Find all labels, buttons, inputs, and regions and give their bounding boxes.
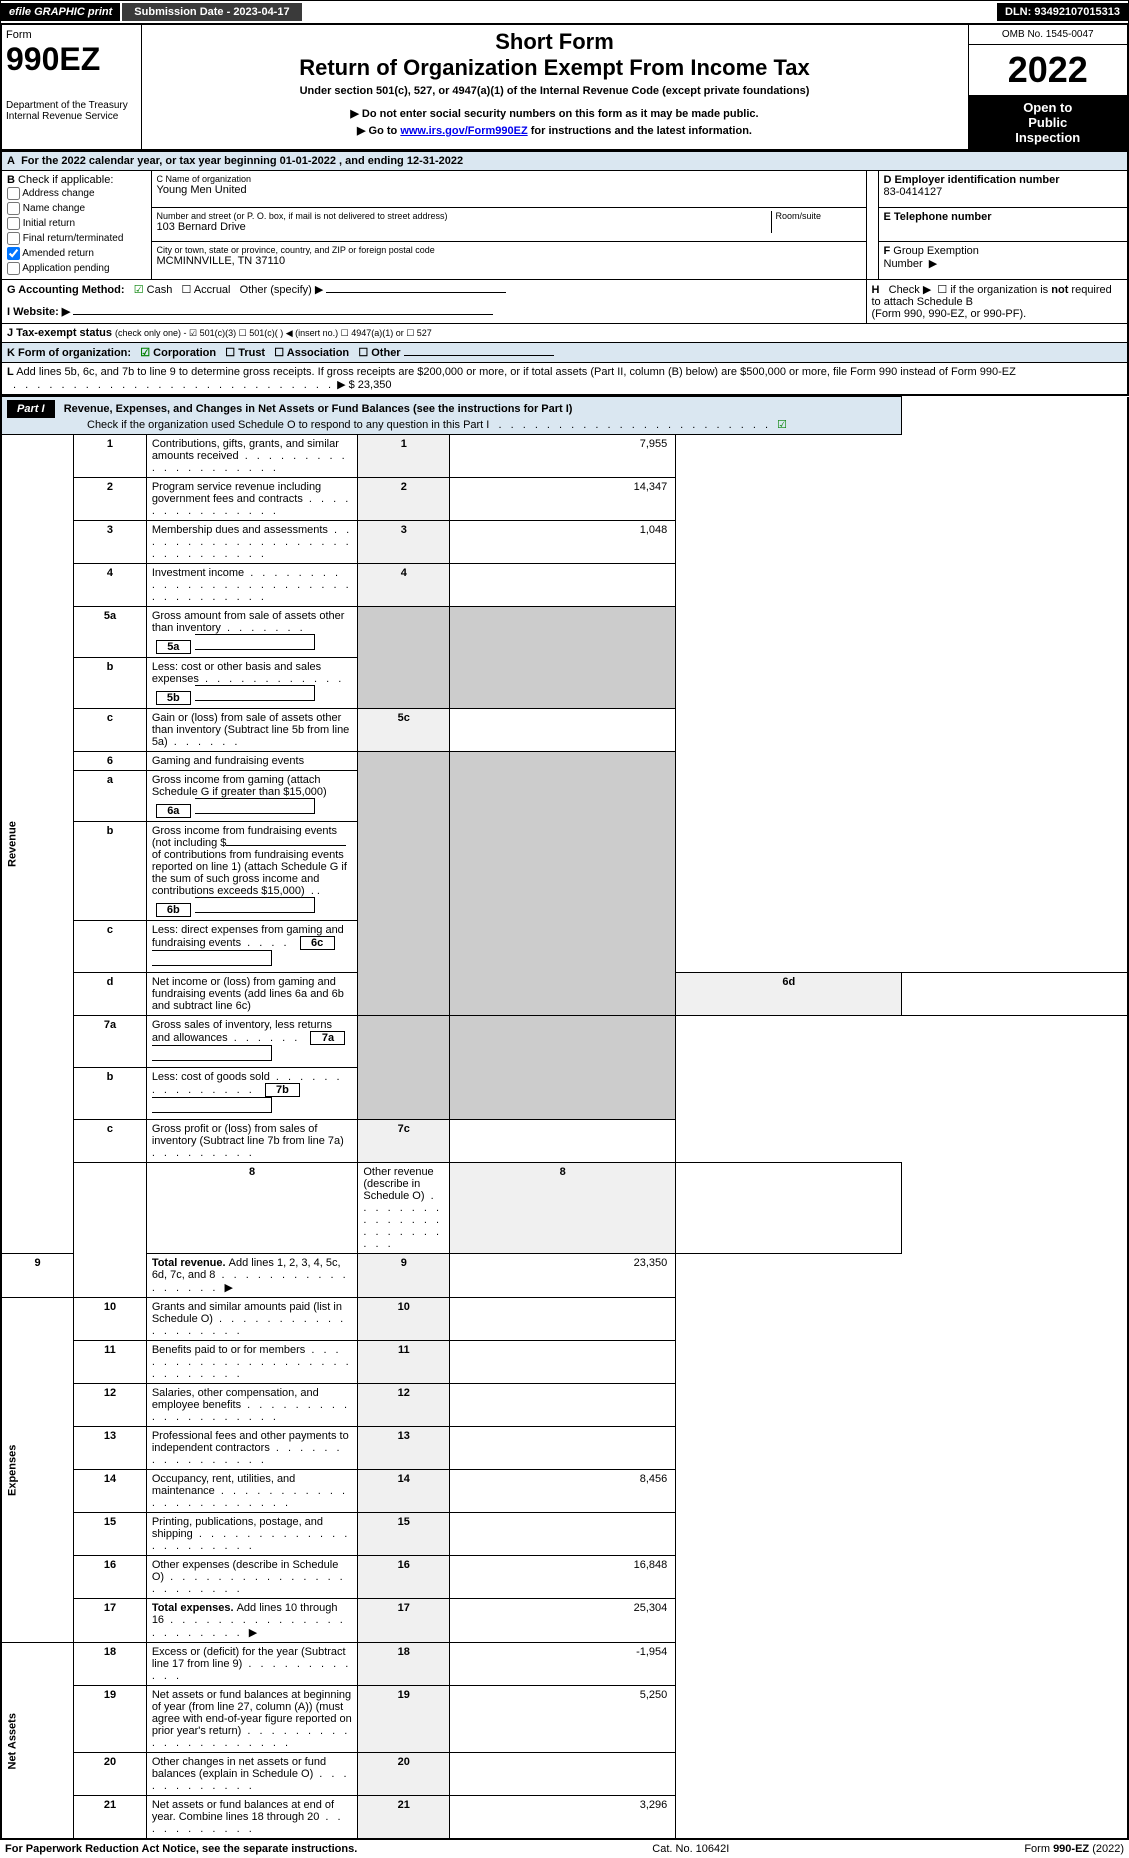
room-label: Room/suite — [776, 211, 861, 221]
line-19-amount: 5,250 — [450, 1686, 676, 1753]
line-12-amount — [450, 1384, 676, 1427]
street-label: Number and street (or P. O. box, if mail… — [157, 211, 771, 221]
schedule-o-check: ☑ — [777, 419, 787, 431]
tax-year: 2022 — [973, 49, 1124, 91]
line-8-amount — [676, 1163, 902, 1254]
org-name: Young Men United — [157, 184, 861, 196]
line-11-amount — [450, 1341, 676, 1384]
top-bar: efile GRAPHIC print Submission Date - 20… — [0, 0, 1129, 24]
form-org-label: K Form of organization: — [7, 347, 131, 359]
line-21-amount: 3,296 — [450, 1796, 676, 1840]
section-l-text: Add lines 5b, 6c, and 7b to line 9 to de… — [16, 366, 1016, 378]
line-1-amount: 7,955 — [450, 435, 676, 478]
footer-center: Cat. No. 10642I — [652, 1843, 729, 1855]
section-b-label: B — [7, 174, 15, 186]
line-4-amount — [450, 564, 676, 607]
section-l-label: L — [7, 366, 14, 378]
line-14-amount: 8,456 — [450, 1470, 676, 1513]
dln-label: DLN: 93492107015313 — [997, 3, 1128, 21]
city-value: MCMINNVILLE, TN 37110 — [157, 255, 861, 267]
footer-right: Form 990-EZ (2022) — [1024, 1843, 1124, 1855]
line-17-amount: 25,304 — [450, 1599, 676, 1643]
part1-check-text: Check if the organization used Schedule … — [87, 419, 489, 431]
check-name-change[interactable]: Name change — [7, 201, 146, 216]
info-table: A For the 2022 calendar year, or tax yea… — [0, 151, 1129, 396]
ein-value: 83-0414127 — [884, 186, 1123, 198]
gross-receipts: $ 23,350 — [349, 379, 392, 391]
check-application-pending[interactable]: Application pending — [7, 261, 146, 276]
subtitle: Under section 501(c), 527, or 4947(a)(1)… — [146, 85, 964, 97]
irs-link[interactable]: www.irs.gov/Form990EZ — [400, 125, 527, 137]
section-h-label: H — [872, 284, 880, 296]
footer-left: For Paperwork Reduction Act Notice, see … — [5, 1843, 357, 1855]
form-number: 990EZ — [6, 41, 137, 78]
form-label: Form — [6, 29, 137, 41]
check-initial-return[interactable]: Initial return — [7, 216, 146, 231]
website-label: I Website: ▶ — [7, 306, 70, 318]
expenses-label: Expenses — [1, 1298, 74, 1643]
tax-exempt-text: (check only one) - ☑ 501(c)(3) ☐ 501(c)(… — [115, 328, 432, 338]
short-form-title: Short Form — [146, 29, 964, 55]
line-7c-amount — [450, 1120, 676, 1163]
omb-number: OMB No. 1545-0047 — [968, 25, 1128, 45]
line-16-amount: 16,848 — [450, 1556, 676, 1599]
city-label: City or town, state or province, country… — [157, 245, 861, 255]
part1-header: Part I — [7, 400, 55, 418]
part1-table: Part I Revenue, Expenses, and Changes in… — [0, 396, 1129, 1840]
ssn-warning: ▶ Do not enter social security numbers o… — [146, 107, 964, 120]
street-value: 103 Bernard Drive — [157, 221, 771, 233]
org-name-label: C Name of organization — [157, 174, 861, 184]
inspection-box: Open to Public Inspection — [969, 96, 1128, 149]
check-final-return[interactable]: Final return/terminated — [7, 231, 146, 246]
line-3-amount: 1,048 — [450, 521, 676, 564]
line-6d-amount — [902, 973, 1128, 1016]
accounting-label: G Accounting Method: — [7, 284, 125, 296]
line-13-amount — [450, 1427, 676, 1470]
footer: For Paperwork Reduction Act Notice, see … — [0, 1840, 1129, 1858]
part1-title: Revenue, Expenses, and Changes in Net As… — [64, 403, 410, 415]
efile-label: efile GRAPHIC print — [1, 3, 120, 21]
revenue-label: Revenue — [1, 435, 74, 1254]
telephone-label: E Telephone number — [884, 211, 992, 223]
line-2-amount: 14,347 — [450, 478, 676, 521]
ein-label: D Employer identification number — [884, 174, 1060, 186]
group-exemption-label: F — [884, 245, 891, 257]
header-table: Form 990EZ Short Form Return of Organiza… — [0, 24, 1129, 151]
line-20-amount — [450, 1753, 676, 1796]
check-amended-return[interactable]: Amended return — [7, 246, 146, 261]
line-15-amount — [450, 1513, 676, 1556]
tax-exempt-label: J Tax-exempt status — [7, 327, 112, 339]
netassets-label: Net Assets — [1, 1643, 74, 1840]
section-a: A For the 2022 calendar year, or tax yea… — [1, 152, 1128, 171]
check-address-change[interactable]: Address change — [7, 186, 146, 201]
line-10-amount — [450, 1298, 676, 1341]
dept-label: Department of the TreasuryInternal Reven… — [1, 96, 141, 151]
goto-line: ▶ Go to www.irs.gov/Form990EZ for instru… — [146, 124, 964, 137]
line-5c-amount — [450, 709, 676, 752]
line-18-amount: -1,954 — [450, 1643, 676, 1686]
submission-date: Submission Date - 2023-04-17 — [120, 3, 301, 21]
main-title: Return of Organization Exempt From Incom… — [146, 55, 964, 81]
line-9-amount: 23,350 — [450, 1254, 676, 1298]
